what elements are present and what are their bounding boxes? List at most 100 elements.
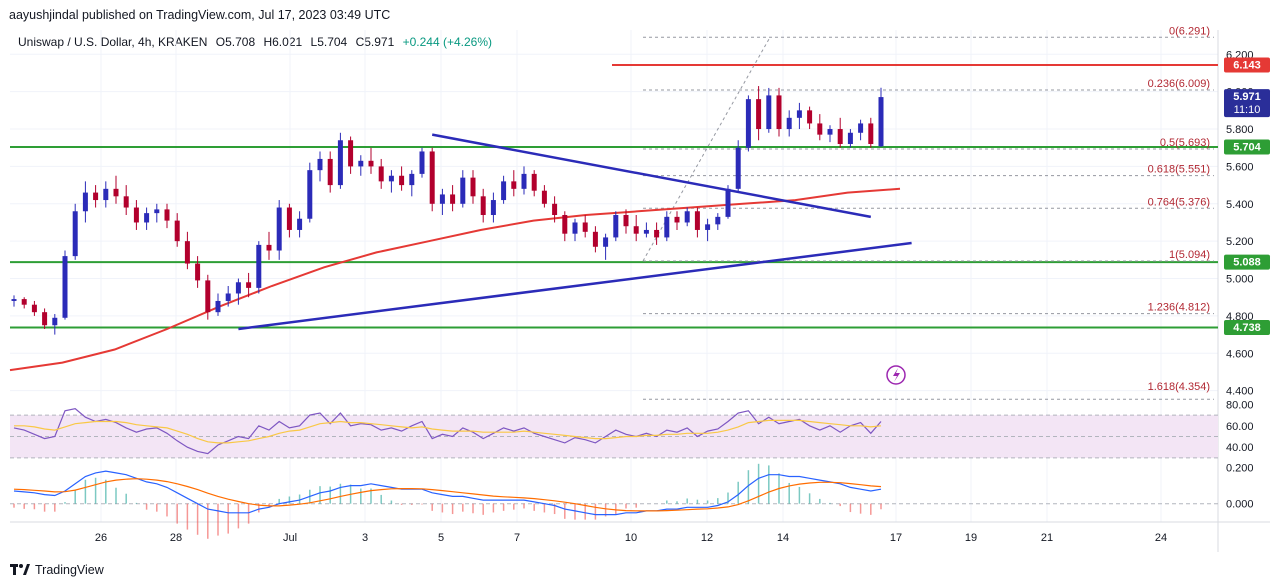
price-tick-label: 5.200 — [1226, 236, 1254, 248]
candle-body — [725, 188, 731, 217]
candle-body — [266, 244, 272, 251]
candle-body — [368, 160, 374, 167]
candle-body — [307, 170, 313, 219]
high-value: H6.021 — [263, 35, 303, 49]
candle-body — [633, 226, 639, 234]
price-badge — [1224, 139, 1270, 155]
tradingview-logo-icon — [10, 564, 30, 575]
candle-body — [317, 158, 323, 171]
candle-body — [613, 215, 619, 238]
candle-body — [674, 216, 680, 223]
candle-body — [562, 215, 568, 234]
fib-label: 1.618(4.354) — [1148, 381, 1210, 393]
candle-body — [705, 224, 711, 230]
candle-body — [337, 140, 343, 186]
price-badge — [1224, 319, 1270, 335]
price-badge — [1224, 57, 1270, 73]
candle-body — [817, 123, 823, 135]
candle-body — [378, 166, 384, 182]
candle-body — [419, 151, 425, 174]
candle-body — [664, 216, 670, 238]
time-tick-label: 24 — [1155, 532, 1167, 544]
fib-retracement: 0(6.291) 0.236(6.009) 0.5(5.693) 0.618(5.55… — [642, 25, 1214, 400]
candle-body — [286, 207, 292, 230]
time-tick-label: Jul — [283, 532, 297, 544]
candle-body — [246, 282, 252, 288]
low-value: L5.704 — [310, 35, 348, 49]
candle-body — [858, 123, 864, 133]
candle-body — [256, 244, 262, 288]
time-tick-label: 3 — [362, 532, 368, 544]
fib-label: 0.5(5.693) — [1160, 137, 1210, 149]
fib-label: 0(6.291) — [1169, 25, 1210, 37]
moving-average-line — [9, 187, 901, 372]
candle-body — [154, 209, 160, 214]
rsi-tick-label: 40.00 — [1226, 442, 1254, 454]
candle-body — [133, 207, 139, 223]
candle-body — [643, 229, 649, 234]
time-tick-label: 7 — [514, 532, 520, 544]
time-tick-label: 26 — [95, 532, 107, 544]
candle-body — [796, 110, 802, 118]
misc-markers — [886, 365, 906, 385]
candle-body — [72, 211, 78, 257]
symbol-header: Uniswap / U.S. Dollar, 4h, KRAKEN O5.708… — [18, 35, 497, 49]
rsi-tick-label: 60.00 — [1226, 421, 1254, 433]
candle-body — [235, 282, 241, 294]
candle-body — [123, 196, 129, 208]
candle-body — [501, 181, 507, 201]
rsi-pane: 80.00 60.00 40.00 — [10, 399, 1254, 459]
candle-body — [480, 196, 486, 215]
candle-body — [31, 304, 37, 313]
candle-body — [276, 207, 282, 251]
candle-body — [409, 173, 415, 186]
candle-body — [878, 97, 884, 147]
time-tick-label: 14 — [777, 532, 789, 544]
candle-body — [766, 95, 772, 130]
fib-trend-line — [642, 37, 771, 262]
candle-body — [541, 190, 547, 204]
symbol-name[interactable]: Uniswap / U.S. Dollar, 4h, KRAKEN — [18, 35, 208, 49]
time-axis: 26 28 Jul 3 5 7 10 12 14 17 19 21 24 — [95, 532, 1167, 544]
candle-body — [42, 312, 48, 326]
price-badge-label: 5.704 — [1233, 141, 1261, 153]
time-tick-label: 12 — [701, 532, 713, 544]
trendline — [431, 133, 872, 219]
price-axis: 6.2006.0005.8005.6005.4005.2005.0004.800… — [1226, 49, 1254, 397]
rsi-tick-label: 80.00 — [1226, 399, 1254, 411]
fib-label: 0.236(6.009) — [1148, 78, 1210, 90]
fib-label: 1.236(4.812) — [1148, 302, 1210, 314]
price-tick-label: 4.600 — [1226, 348, 1254, 360]
macd-signal-line — [13, 478, 882, 512]
candle-body — [11, 299, 17, 301]
macd-pane: 0.200 0.000 — [10, 462, 1254, 539]
candle-body — [297, 218, 303, 230]
macd-line — [13, 470, 882, 516]
time-tick-label: 5 — [438, 532, 444, 544]
candle-body — [694, 211, 700, 230]
candle-body — [103, 188, 109, 201]
time-tick-label: 28 — [170, 532, 182, 544]
candle-body — [215, 300, 221, 313]
change-value: +0.244 (+4.26%) — [402, 35, 493, 49]
price-badge-label: 4.738 — [1233, 322, 1261, 334]
candle-body — [450, 194, 456, 204]
candle-body — [807, 110, 813, 124]
candle-body — [531, 173, 537, 191]
candle-body — [388, 175, 394, 182]
candle-body — [511, 181, 517, 189]
candle-body — [715, 216, 721, 225]
candle-body — [195, 263, 201, 281]
footer-brand-label: TradingView — [35, 563, 104, 577]
candle-body — [52, 317, 58, 326]
candle-body — [582, 222, 588, 232]
price-badge-sublabel: 11:10 — [1234, 104, 1261, 116]
footer-brand[interactable]: TradingView — [10, 563, 104, 577]
time-tick-label: 17 — [890, 532, 902, 544]
chart-grid — [10, 30, 1270, 552]
trendline — [238, 241, 912, 331]
candle-body — [225, 293, 231, 301]
candle-body — [174, 220, 180, 242]
price-tick-label: 5.800 — [1226, 124, 1254, 136]
